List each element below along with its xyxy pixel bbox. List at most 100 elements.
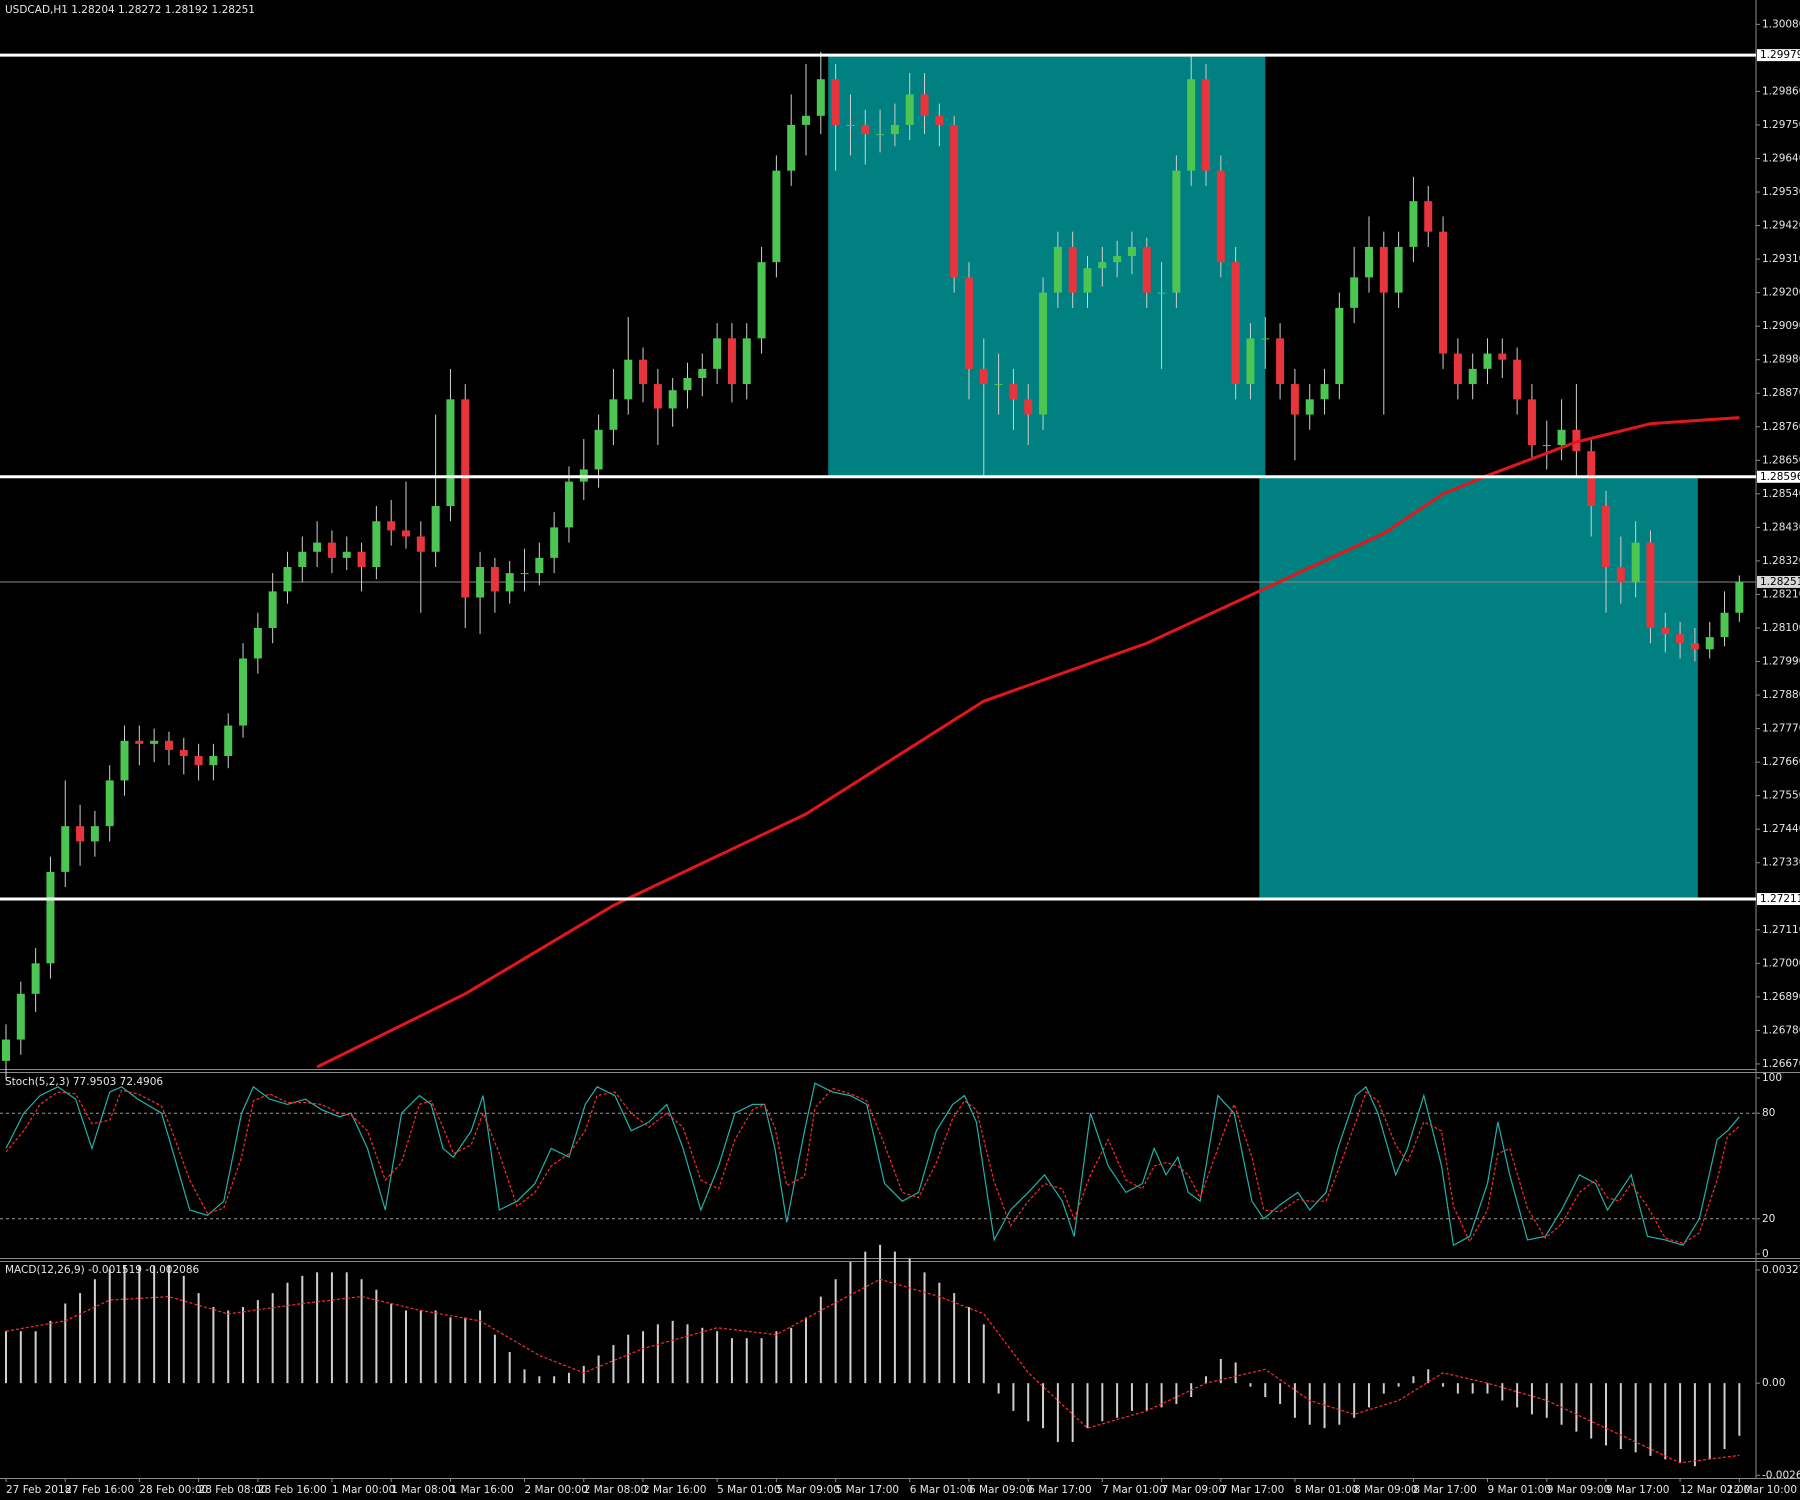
candle-body <box>1661 627 1670 635</box>
x-tick-label: 1 Mar 08:00 <box>391 1484 454 1496</box>
candle-body <box>1053 246 1062 293</box>
candle-body <box>1720 612 1729 638</box>
zone <box>1259 476 1698 900</box>
y-tick-label: 1.29200 <box>1762 287 1800 299</box>
candle-body <box>387 521 396 531</box>
y-tick-label: 80 <box>1762 1107 1775 1119</box>
x-tick-label: 7 Mar 01:00 <box>1102 1484 1165 1496</box>
panel-title: MACD(12,26,9) -0.001519 -0.002086 <box>5 1264 200 1276</box>
candle-body <box>76 826 85 842</box>
candle-body <box>1676 634 1685 644</box>
y-tick-label: -0.002661 <box>1762 1469 1800 1481</box>
y-tick-label: 1.28870 <box>1762 387 1800 399</box>
y-tick-label: 1.28760 <box>1762 421 1800 433</box>
y-tick-label: 1.27880 <box>1762 689 1800 701</box>
y-tick-label: 1.27660 <box>1762 756 1800 768</box>
candle-body <box>1468 368 1477 385</box>
candle-body <box>831 79 840 125</box>
candle-body <box>668 390 677 409</box>
y-tick-label: 1.27550 <box>1762 790 1800 802</box>
x-tick-label: 8 Mar 09:00 <box>1354 1484 1417 1496</box>
level-label-box <box>1757 893 1800 906</box>
y-tick-label: 1.28540 <box>1762 488 1800 500</box>
candle-body <box>683 377 692 391</box>
candle-body <box>1157 292 1166 294</box>
candle-body <box>90 826 99 842</box>
x-tick-label: 9 Mar 17:00 <box>1606 1484 1669 1496</box>
candle-body <box>1350 277 1359 308</box>
candle-body <box>105 780 114 827</box>
x-tick-label: 5 Mar 09:00 <box>776 1484 839 1496</box>
candle-body <box>1513 359 1522 400</box>
candle-body <box>1557 429 1566 446</box>
x-tick-label: 6 Mar 09:00 <box>969 1484 1032 1496</box>
candle-body <box>1335 307 1344 385</box>
moving-average <box>316 416 1740 1069</box>
candle-body <box>402 530 411 537</box>
candle-body <box>239 658 248 726</box>
candle-body <box>16 993 25 1040</box>
candle-body <box>1098 262 1107 269</box>
x-tick-label: 7 Mar 17:00 <box>1221 1484 1284 1496</box>
y-tick-label: 100 <box>1762 1072 1782 1084</box>
macd-signal <box>5 1278 1740 1464</box>
x-tick-label: 28 Feb 08:00 <box>199 1484 268 1496</box>
y-tick-label: 0.00327 <box>1762 1264 1800 1276</box>
panel-title: Stoch(5,2,3) 77.9503 72.4906 <box>5 1076 163 1088</box>
candle-body <box>431 506 440 552</box>
candle-body <box>787 124 796 171</box>
candle-body <box>150 740 159 744</box>
y-tick-label: 1.29750 <box>1762 119 1800 131</box>
candle-body <box>1261 338 1270 340</box>
x-tick-label: 28 Feb 16:00 <box>258 1484 327 1496</box>
y-tick-label: 1.28100 <box>1762 622 1800 634</box>
candle-body <box>1024 399 1033 415</box>
y-tick-label: 1.26780 <box>1762 1024 1800 1036</box>
candle-body <box>905 94 914 125</box>
candle-body <box>802 115 811 125</box>
candle-body <box>890 124 899 135</box>
y-tick-label: 1.28430 <box>1762 521 1800 533</box>
y-tick-label: 1.29530 <box>1762 186 1800 198</box>
x-tick-label: 2 Mar 08:00 <box>584 1484 647 1496</box>
candle-body <box>298 551 307 568</box>
y-tick-label: 1.29310 <box>1762 253 1800 265</box>
candle-body <box>1009 384 1018 400</box>
candle-body <box>1276 338 1285 385</box>
x-tick-label: 1 Mar 00:00 <box>332 1484 395 1496</box>
candle-body <box>742 338 751 385</box>
x-tick-label: 9 Mar 01:00 <box>1488 1484 1551 1496</box>
candle-body <box>313 542 322 552</box>
x-tick-label: 8 Mar 17:00 <box>1413 1484 1476 1496</box>
candle-body <box>1231 262 1240 385</box>
y-tick-label: 0 <box>1762 1248 1769 1260</box>
candle-body <box>194 756 203 766</box>
y-tick-label: 1.29640 <box>1762 152 1800 164</box>
candle-body <box>179 749 188 757</box>
candle-body <box>535 557 544 574</box>
candle-body <box>283 567 292 592</box>
last-price-box <box>1757 575 1800 588</box>
candle-body <box>372 521 381 568</box>
candle-body <box>846 124 855 126</box>
x-tick-label: 28 Feb 00:00 <box>139 1484 208 1496</box>
candle-body <box>624 359 633 400</box>
candle-body <box>920 94 929 116</box>
candle-body <box>505 573 514 592</box>
candle-body <box>935 115 944 125</box>
candle-body <box>1379 246 1388 293</box>
y-tick-label: 1.28650 <box>1762 454 1800 466</box>
x-tick-label: 1 Mar 16:00 <box>450 1484 513 1496</box>
y-tick-label: 1.29860 <box>1762 85 1800 97</box>
candle-body <box>1542 445 1551 447</box>
candle-body <box>1498 353 1507 360</box>
candle-body <box>1142 246 1151 293</box>
candle-body <box>757 262 766 339</box>
candle-body <box>1127 246 1136 257</box>
candle-body <box>61 826 70 872</box>
candle-body <box>46 871 55 964</box>
x-tick-label: 27 Feb 16:00 <box>65 1484 134 1496</box>
candle-body <box>1631 542 1640 583</box>
